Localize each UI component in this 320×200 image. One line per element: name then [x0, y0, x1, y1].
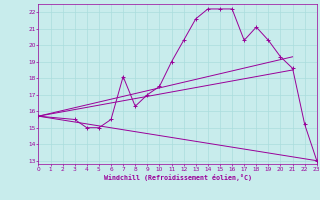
X-axis label: Windchill (Refroidissement éolien,°C): Windchill (Refroidissement éolien,°C) [104, 174, 252, 181]
